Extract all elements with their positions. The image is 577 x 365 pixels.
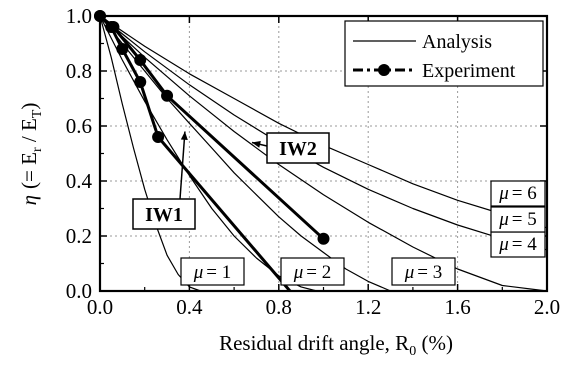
mu-label-text: μ = 3 <box>404 262 443 283</box>
mu-label-box <box>490 231 546 258</box>
x-tick-label: 2.0 <box>534 295 560 319</box>
mu-label-text: μ = 4 <box>498 234 537 255</box>
mu-label-box <box>280 257 345 286</box>
analysis-curve <box>99 15 548 292</box>
mu-label-text: μ = 5 <box>498 209 537 230</box>
legend-box <box>344 20 544 87</box>
callout-text: IW1 <box>145 204 183 226</box>
x-tick-label: 0.8 <box>266 295 292 319</box>
analysis-curve <box>99 15 201 292</box>
x-tick-label: 1.2 <box>355 295 381 319</box>
callout-leader <box>179 131 186 200</box>
experiment-point <box>161 89 174 102</box>
legend-label-analysis: Analysis <box>422 31 492 53</box>
experiment-point <box>317 232 330 245</box>
mu-labels: μ = 1 μ = 2 μ = 3 μ = 4 μ = 5 μ = 6 <box>180 180 546 286</box>
experiment-series <box>94 10 330 292</box>
y-tick-label: 0.8 <box>66 59 92 83</box>
mu-label-box <box>180 257 245 286</box>
experiment-point <box>116 43 129 55</box>
mu-label-text: μ = 1 <box>193 262 232 283</box>
analysis-curve <box>99 15 548 251</box>
mu-label-text: μ = 6 <box>498 183 537 204</box>
callout-iw1: IW1 <box>132 131 196 230</box>
callout-box <box>266 132 330 164</box>
mu-label: μ = 3 <box>391 257 456 286</box>
mu-label: μ = 4 <box>490 231 546 258</box>
callout-arrowhead <box>251 140 261 148</box>
legend: Analysis Experiment <box>344 20 544 87</box>
callout-iw2: IW2 <box>251 132 330 164</box>
legend-marker-experiment <box>378 64 390 76</box>
mu-label-box <box>490 206 546 233</box>
x-tick-label: 0.4 <box>176 295 203 319</box>
mu-label: μ = 5 <box>490 206 546 233</box>
x-tick-label: 1.6 <box>444 295 470 319</box>
axis-ticks: 0.0 0.4 0.8 1.2 1.6 2.0 0.0 0.2 0.4 0.6 0.8 1.0 <box>66 4 560 319</box>
callout-arrowhead <box>180 131 188 141</box>
experiment-point <box>134 76 147 88</box>
mu-label-text: μ = 2 <box>293 262 332 283</box>
y-tick-label: 1.0 <box>66 4 92 28</box>
mu-label: μ = 1 <box>180 257 245 286</box>
legend-label-experiment: Experiment <box>422 60 516 82</box>
y-tick-label: 0.4 <box>66 169 93 193</box>
mu-label-box <box>391 257 456 286</box>
y-axis-title: η(= Er / ET) <box>17 103 45 206</box>
callout-box <box>132 198 196 230</box>
mu-label: μ = 2 <box>280 257 345 286</box>
experiment-point <box>107 21 120 33</box>
y-tick-label: 0.0 <box>66 279 92 303</box>
y-tick-label: 0.2 <box>66 224 92 248</box>
y-tick-label: 0.6 <box>66 114 92 138</box>
x-axis-title: Residual drift angle, R0 (%) <box>219 331 453 359</box>
mu-label-box <box>490 180 546 207</box>
callouts: IW1 IW2 <box>132 131 330 230</box>
experiment-line-extension <box>156 136 292 292</box>
x-tick-label: 0.0 <box>87 295 113 319</box>
callout-text: IW2 <box>279 138 317 160</box>
mu-label: μ = 6 <box>490 180 546 207</box>
experiment-point <box>152 131 165 143</box>
experiment-point <box>134 54 147 66</box>
